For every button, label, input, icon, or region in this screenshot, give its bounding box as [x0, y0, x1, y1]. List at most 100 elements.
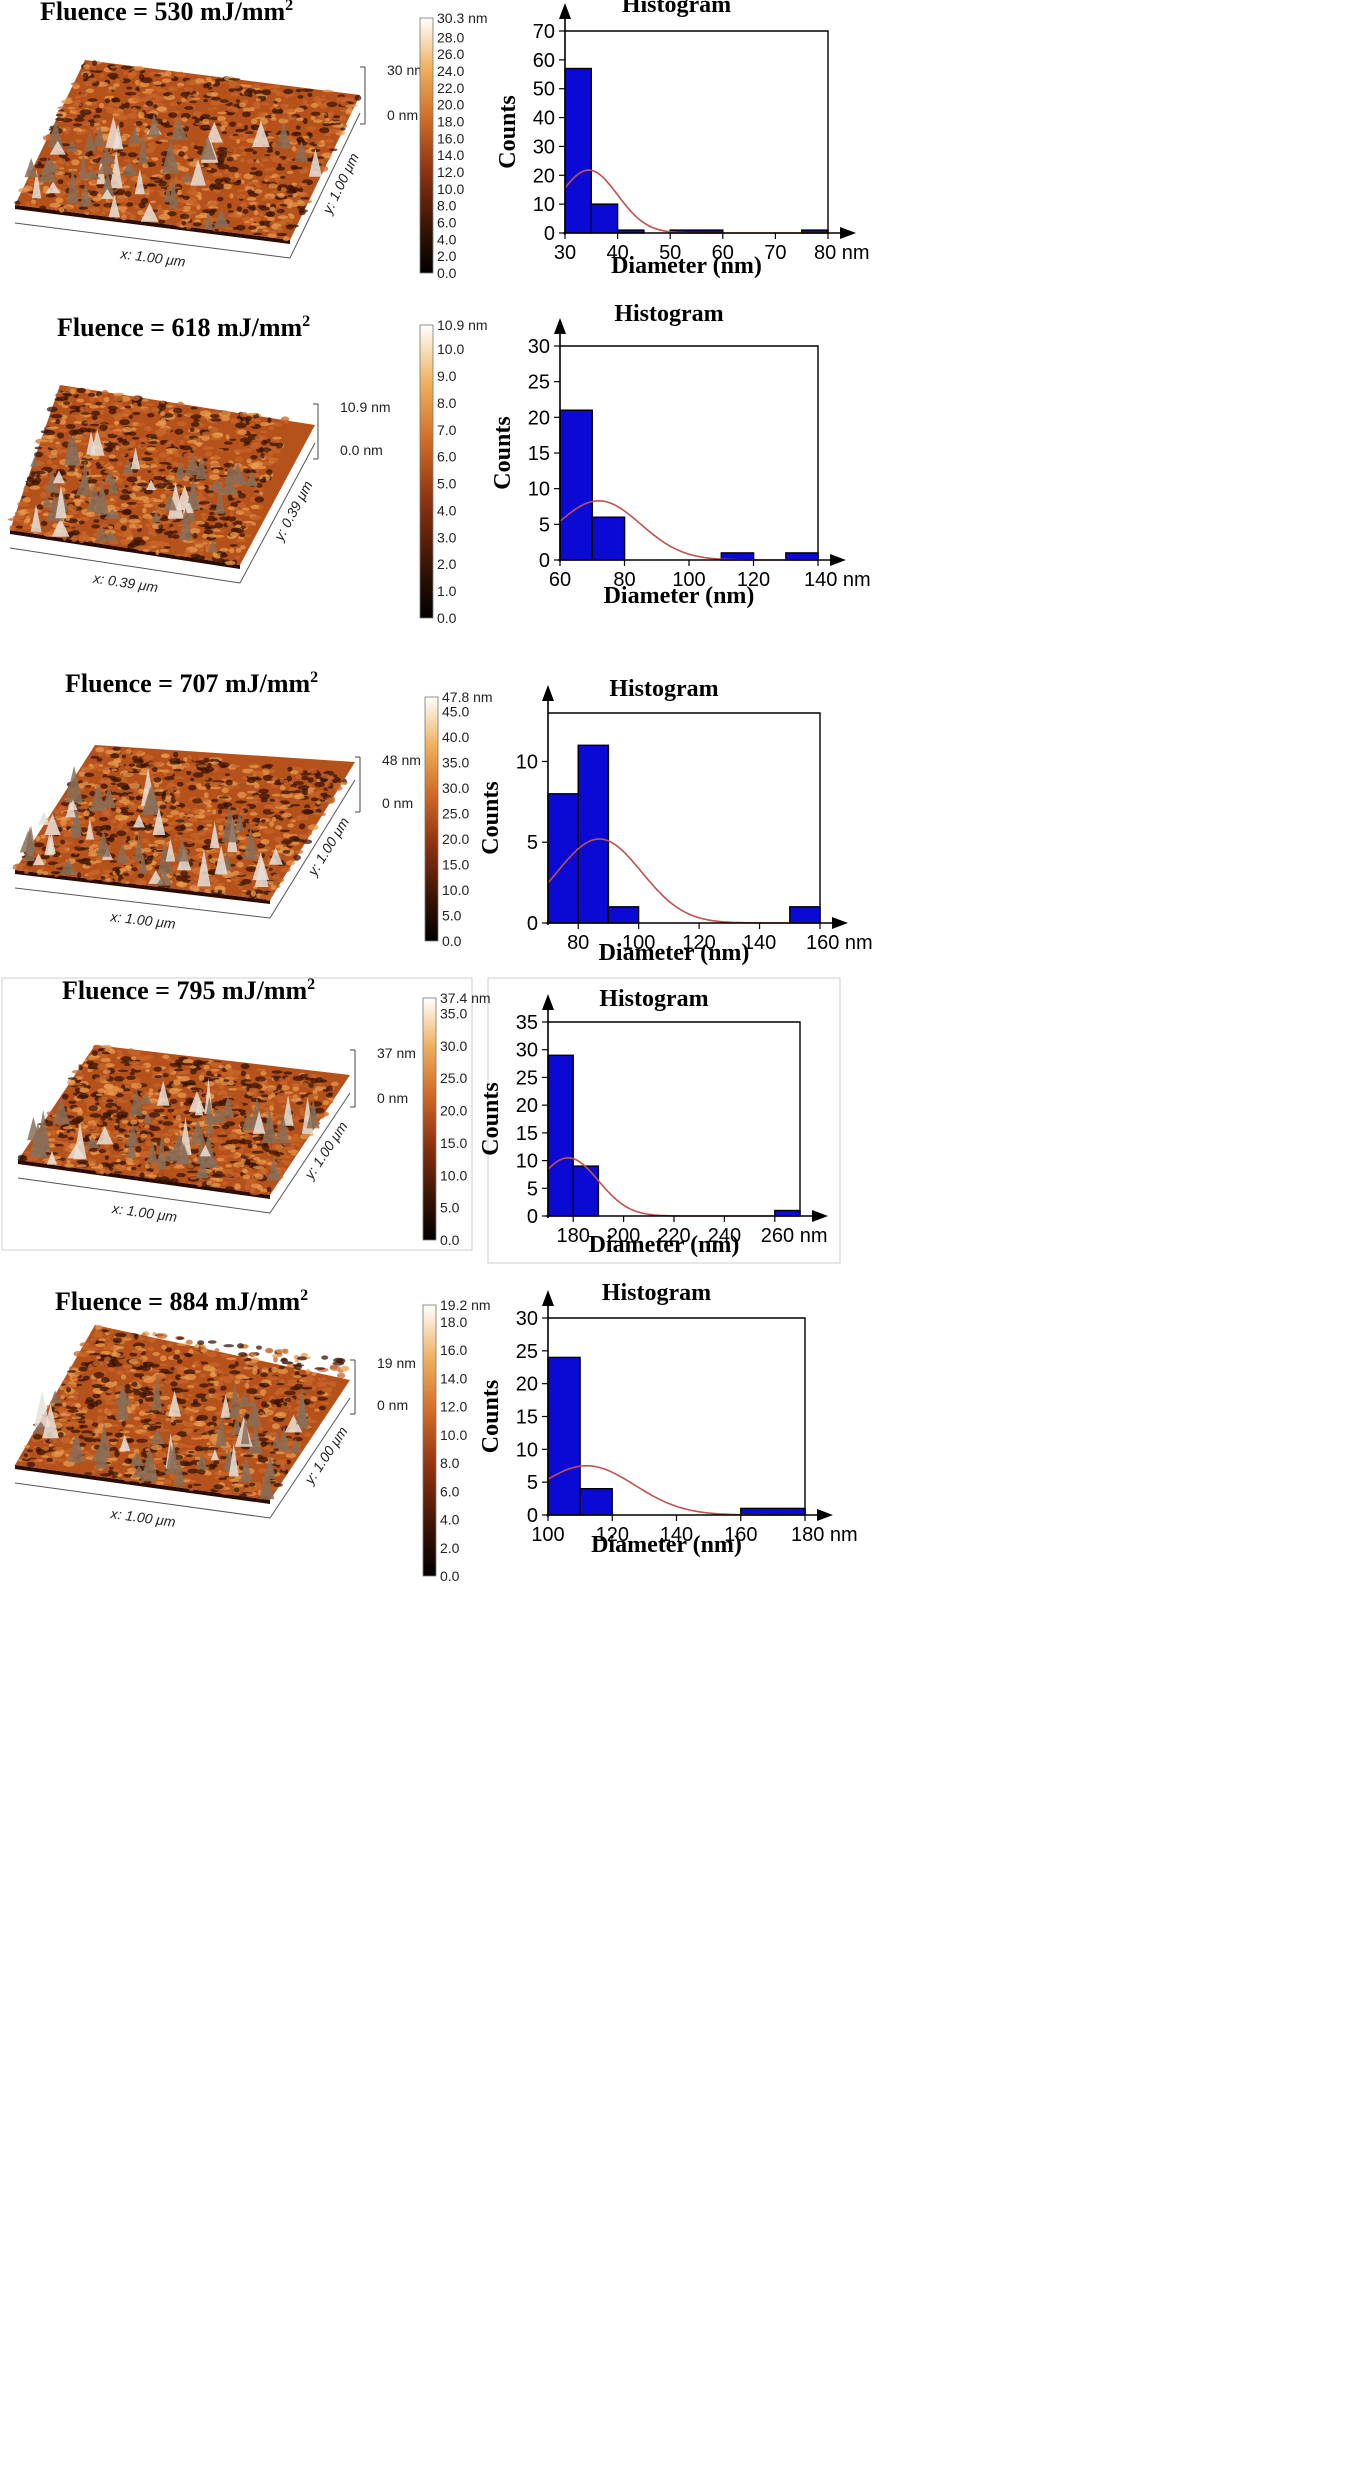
histogram-4: 0 5 10 15 20 25 30 35 180 200 220 240 260 nm Histogra… — [478, 986, 828, 1258]
colorbar-scale — [422, 1304, 437, 1577]
afm-z-top-label: 10.9 nm — [340, 399, 391, 415]
plot-frame — [548, 1317, 806, 1515]
colorbar-tick-label: 10.0 — [437, 341, 464, 357]
x-tick-label: 140 — [660, 1524, 693, 1546]
y-axis-label: Counts — [478, 781, 504, 854]
colorbar-tick-label: 12.0 — [437, 164, 464, 180]
x-tick-label: 100 — [672, 569, 705, 591]
y-tick-label: 0 — [527, 913, 538, 935]
colorbar-tick-label: 3.0 — [437, 529, 457, 545]
afm-z-bottom-label: 0.0 nm — [340, 442, 383, 458]
afm-front-face — [10, 530, 240, 569]
y-tick-label: 15 — [516, 1123, 538, 1145]
afm-z-bottom-label: 0 nm — [387, 107, 418, 123]
fluence-title: Fluence = 884 mJ/mm2 — [55, 1287, 308, 1316]
colorbar-tick-label: 2.0 — [440, 1540, 460, 1556]
y-tick-label: 10 — [528, 479, 550, 501]
y-tick-label: 5 — [527, 832, 538, 854]
y-axis-arrow — [542, 1290, 554, 1306]
afm-x-axis-label: x: 1.00 μm — [109, 908, 177, 932]
afm-texture — [16, 1324, 350, 1500]
afm-front-face — [15, 205, 290, 244]
x-axis-label: Diameter (nm) — [589, 1232, 740, 1258]
plot-frame — [560, 345, 819, 560]
x-tick-label: 100 — [622, 932, 655, 954]
histogram-bar — [547, 1054, 574, 1217]
colorbar-tick-label: 2.0 — [437, 248, 457, 264]
x-axis-label: Diameter (nm) — [611, 253, 762, 279]
y-tick-label: 50 — [533, 79, 555, 101]
colorbar-tick-label: 14.0 — [440, 1370, 467, 1386]
afm-z-top-label: 37 nm — [377, 1045, 416, 1061]
afm-z-bottom-label: 0 nm — [382, 795, 413, 811]
y-tick-label: 10 — [516, 752, 538, 774]
colorbar-tick-label: 10.0 — [442, 882, 469, 898]
fluence-title: Fluence = 530 mJ/mm2 — [40, 0, 293, 26]
fluence-title: Fluence = 707 mJ/mm2 — [65, 669, 318, 698]
histogram-4-border — [487, 977, 841, 1264]
afm-texture — [17, 1044, 339, 1196]
x-tick-label: 120 — [596, 1524, 629, 1546]
x-tick-label: 160 — [724, 1524, 757, 1546]
colorbar-tick-label: 14.0 — [437, 147, 464, 163]
afm-y-axis-line — [239, 442, 316, 584]
x-tick-label: 220 — [657, 1225, 690, 1247]
afm-texture — [12, 746, 348, 901]
colorbar-tick-label: 2.0 — [437, 556, 457, 572]
x-tick-label: 140 nm — [804, 569, 871, 591]
y-tick-label: 25 — [516, 1067, 538, 1089]
x-tick-label: 120 — [682, 932, 715, 954]
x-axis-arrow — [812, 1210, 828, 1222]
histogram-bar — [577, 744, 610, 924]
y-axis-label: Counts — [478, 1380, 504, 1453]
histogram-bar — [547, 793, 579, 924]
colorbar-tick-label: 8.0 — [437, 198, 457, 214]
histogram-bar — [774, 1209, 801, 1217]
y-tick-label: 10 — [516, 1151, 538, 1173]
histogram-1: 0 10 20 30 40 50 60 70 30 40 50 60 70 80 nm Histogram D… — [495, 0, 870, 279]
histogram-bar — [590, 203, 619, 234]
colorbar-tick-label: 5.0 — [442, 908, 462, 924]
x-tick-label: 70 — [764, 242, 786, 264]
afm-panel-2: 10.9 nm0.0 nmx: 0.39 μmy: 0.39 μm — [7, 385, 391, 596]
y-tick-label: 5 — [539, 514, 550, 536]
x-axis-arrow — [832, 917, 848, 929]
colorbar-max-label: 30.3 nm — [437, 10, 488, 26]
y-tick-label: 30 — [528, 336, 550, 358]
afm-x-axis-label: x: 0.39 μm — [91, 570, 159, 596]
colorbar-tick-label: 6.0 — [437, 215, 457, 231]
afm-x-axis-line — [14, 222, 291, 259]
afm-y-axis-line — [269, 1092, 351, 1214]
afm-z-top-label: 19 nm — [377, 1355, 416, 1371]
colorbar-tick-label: 18.0 — [437, 114, 464, 130]
colorbar-max-label: 37.4 nm — [440, 990, 491, 1006]
y-tick-label: 15 — [516, 1407, 538, 1429]
colorbar-tick-label: 25.0 — [440, 1070, 467, 1086]
x-tick-label: 40 — [606, 242, 628, 264]
colorbar-tick-label: 5.0 — [437, 476, 457, 492]
x-tick-label: 80 — [613, 569, 635, 591]
histogram-bar — [559, 409, 593, 561]
y-tick-label: 20 — [516, 1374, 538, 1396]
colorbar-scale — [419, 17, 434, 274]
colorbar-tick-label: 18.0 — [440, 1314, 467, 1330]
histogram-2: 0 5 10 15 20 25 30 60 80 100 120 140 nm Histogram Dia… — [490, 301, 871, 609]
histogram-bar — [564, 67, 592, 234]
y-axis-label: Counts — [490, 416, 516, 489]
panel-4-border — [1, 977, 473, 1251]
y-axis-arrow — [542, 685, 554, 701]
colorbar-scale — [419, 324, 434, 619]
plot-frame — [548, 1021, 801, 1216]
x-tick-label: 80 — [567, 932, 589, 954]
colorbar-tick-label: 26.0 — [437, 46, 464, 62]
colorbar-tick-label: 8.0 — [440, 1455, 460, 1471]
colorbar-tick-label: 45.0 — [442, 703, 469, 719]
histogram-bar — [579, 1487, 613, 1516]
colorbar-tick-label: 10.0 — [437, 181, 464, 197]
y-axis-arrow — [542, 994, 554, 1010]
y-tick-label: 5 — [527, 1178, 538, 1200]
x-axis-arrow — [830, 554, 846, 566]
y-tick-label: 0 — [539, 550, 550, 572]
afm-x-axis-label: x: 1.00 μm — [119, 245, 187, 269]
